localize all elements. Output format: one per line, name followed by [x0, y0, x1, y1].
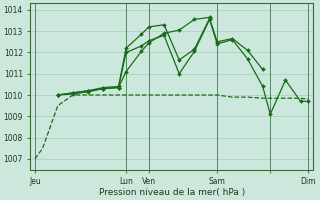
X-axis label: Pression niveau de la mer( hPa ): Pression niveau de la mer( hPa )	[99, 188, 245, 197]
